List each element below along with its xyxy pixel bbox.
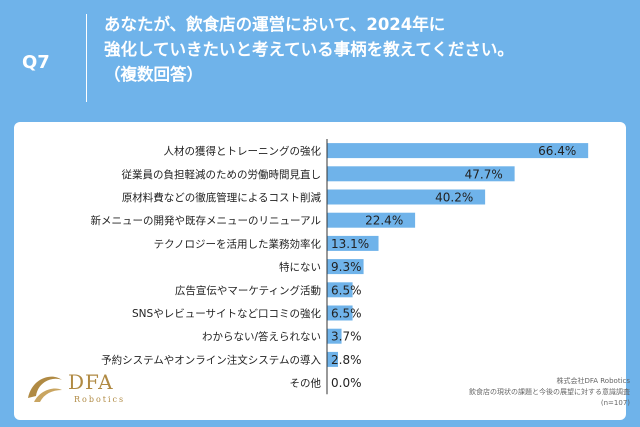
- chart-card: 人材の獲得とトレーニングの強化 66.4% 従業員の負担軽減のための労働時間見直し 4…: [14, 122, 626, 420]
- category-label: 従業員の負担軽減のための労働時間見直し: [122, 168, 322, 181]
- question-text: あなたが、飲食店の運営において、2024年に 強化していきたいと考えている事柄を…: [104, 12, 624, 87]
- category-label: その他: [290, 377, 322, 390]
- value-label: 6.5%: [331, 307, 362, 321]
- bar: [327, 212, 416, 228]
- source-company: 株式会社DFA Robotics: [556, 377, 630, 385]
- question-line-2: 強化していきたいと考えている事柄を教えてください。: [104, 40, 514, 59]
- value-label: 22.4%: [365, 214, 403, 228]
- source-note: 株式会社DFA Robotics 飲食店の現状の課題と今後の展望に対する意識調査…: [469, 376, 630, 409]
- category-label: SNSやレビューサイトなど口コミの強化: [132, 307, 321, 320]
- logo-brand: DFA: [68, 370, 114, 394]
- category-label: 原材料費などの徹底管理によるコスト削減: [122, 191, 322, 204]
- question-line-1: あなたが、飲食店の運営において、2024年に: [104, 15, 446, 34]
- bar: [327, 189, 486, 205]
- category-label: 予約システムやオンライン注文システムの導入: [101, 353, 321, 366]
- category-label: 広告宣伝やマーケティング活動: [175, 284, 321, 297]
- value-label: 3.7%: [331, 330, 362, 344]
- bar: [327, 351, 339, 367]
- bar: [327, 235, 379, 251]
- bar: [327, 143, 589, 159]
- source-sample: (n=107): [600, 399, 630, 407]
- question-divider: [86, 14, 87, 102]
- logo-swirl-icon: [28, 376, 62, 402]
- question-number: Q7: [22, 52, 50, 73]
- question-line-3: （複数回答）: [104, 65, 203, 84]
- bar: [327, 305, 353, 321]
- bar-chart: 人材の獲得とトレーニングの強化 66.4% 従業員の負担軽減のための労働時間見直し 4…: [91, 139, 589, 395]
- value-label: 40.2%: [435, 191, 473, 205]
- value-label: 66.4%: [538, 144, 576, 158]
- value-label: 0.0%: [331, 376, 362, 390]
- bar: [327, 282, 353, 298]
- value-label: 6.5%: [331, 283, 362, 297]
- value-label: 2.8%: [331, 353, 362, 367]
- value-label: 9.3%: [331, 260, 362, 274]
- category-label: 特にない: [279, 262, 321, 274]
- value-label: 13.1%: [331, 237, 369, 251]
- category-label: 新メニューの開発や既存メニューのリニューアル: [91, 214, 321, 227]
- category-label: テクノロジーを活用した業務効率化: [154, 237, 322, 250]
- dfa-logo: DFA Robotics: [22, 368, 132, 408]
- logo-subtitle: Robotics: [74, 395, 126, 404]
- source-survey: 飲食店の現状の課題と今後の展望に対する意識調査: [469, 388, 630, 396]
- category-label: わからない/答えられない: [202, 330, 321, 343]
- bar: [327, 166, 515, 182]
- category-label: 人材の獲得とトレーニングの強化: [164, 145, 322, 158]
- bar: [327, 259, 364, 275]
- value-label: 47.7%: [465, 167, 503, 181]
- bar: [327, 328, 342, 344]
